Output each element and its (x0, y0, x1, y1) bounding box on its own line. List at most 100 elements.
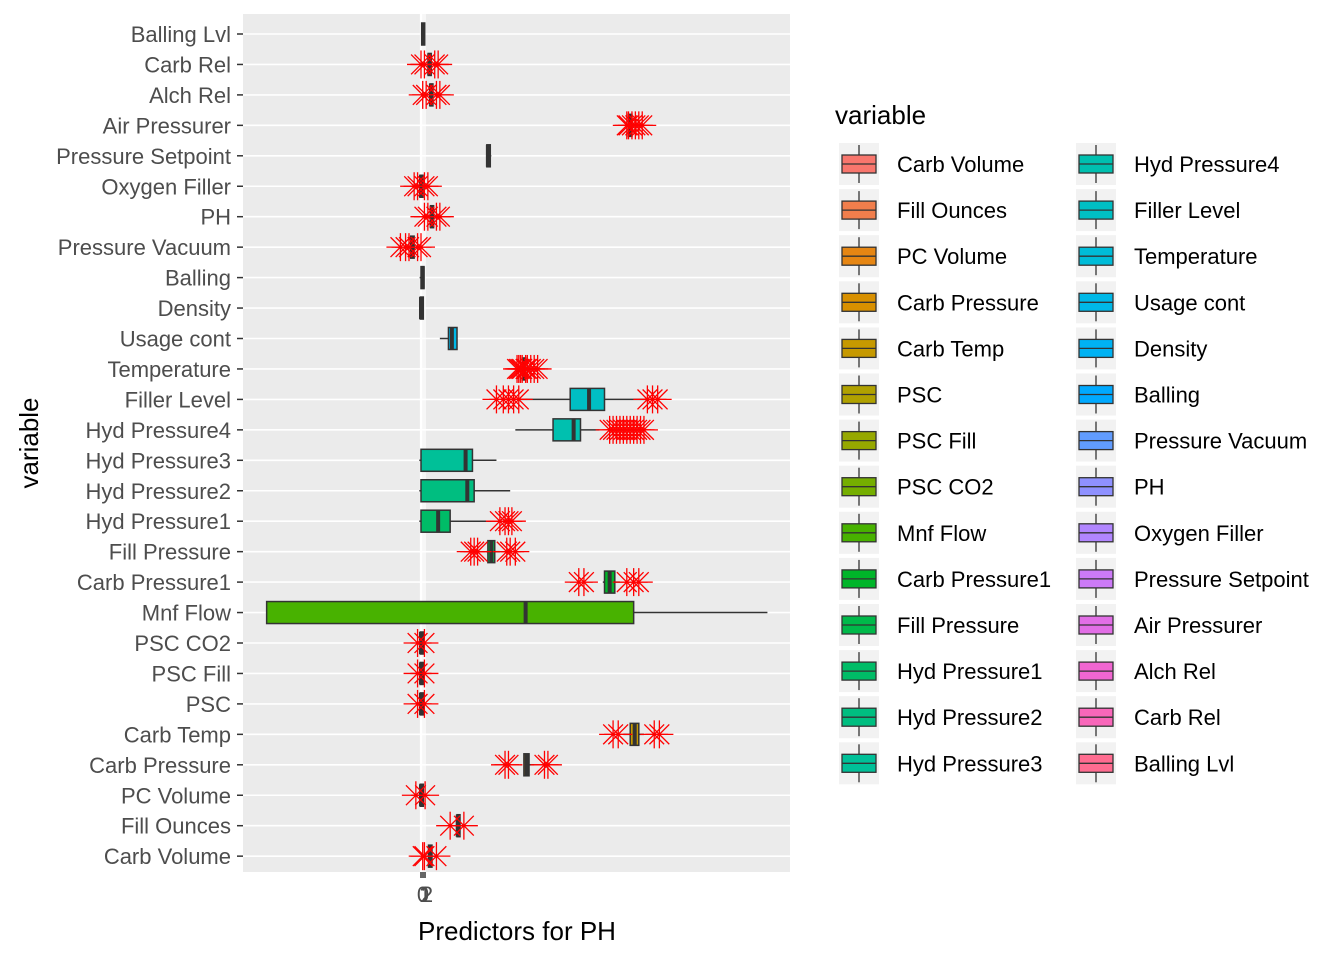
outlier-point (425, 80, 454, 109)
legend-item: Fill Pressure (839, 604, 1019, 646)
outlier-stroke (647, 389, 669, 410)
outlier-point (624, 568, 653, 597)
outlier-point (422, 842, 451, 871)
outlier-stroke (631, 114, 653, 136)
box-carb-temp (599, 720, 674, 749)
y-tick-label: PSC CO2 (134, 631, 231, 656)
plot-panel (243, 14, 790, 872)
outlier-point (425, 202, 454, 231)
legend-label: Hyd Pressure4 (1134, 152, 1280, 177)
outlier-point (523, 354, 552, 383)
legend-item: Alch Rel (1076, 650, 1216, 693)
y-tick-label: Hyd Pressure3 (85, 448, 231, 473)
outlier-point (504, 385, 533, 414)
outlier-stroke (607, 723, 629, 745)
x-tick-label: 1 (419, 882, 431, 907)
outlier-point (643, 385, 672, 414)
box-mnf-flow (265, 600, 768, 625)
outlier-point (604, 720, 633, 749)
outlier-stroke (508, 389, 530, 410)
legend-label: Temperature (1134, 244, 1258, 269)
legend-label: PC Volume (897, 244, 1007, 269)
legend-item: Density (1076, 327, 1207, 370)
legend-label: PSC (897, 383, 942, 408)
legend-label: Air Pressurer (1134, 613, 1262, 638)
outlier-stroke (414, 663, 435, 684)
outlier-point (407, 233, 435, 262)
legend-label: Mnf Flow (897, 521, 986, 546)
legend-item: Hyd Pressure1 (839, 650, 1043, 693)
legend-label: Pressure Vacuum (1134, 429, 1307, 454)
outlier-point (569, 568, 598, 597)
legend-item: Balling (1076, 373, 1200, 416)
outlier-point (494, 750, 523, 779)
box-fill-pressure (456, 537, 530, 566)
legend-item: Mnf Flow (839, 511, 986, 554)
box-iqr (420, 479, 475, 503)
x-axis-ticks: 012 (417, 872, 433, 907)
y-tick-label: PSC Fill (152, 661, 231, 686)
y-tick-label: Usage cont (120, 327, 231, 352)
y-tick-label: Hyd Pressure4 (85, 418, 231, 443)
box-hyd-pressure3 (419, 448, 497, 473)
legend-label: Hyd Pressure1 (897, 659, 1043, 684)
y-tick-label: Pressure Setpoint (56, 144, 231, 169)
legend-label: Fill Pressure (897, 613, 1019, 638)
outlier-point (411, 781, 440, 810)
x-tick-label: 2 (421, 882, 433, 907)
legend-label: Carb Rel (1134, 705, 1221, 730)
y-tick-label: Balling Lvl (131, 22, 231, 47)
outlier-point (628, 111, 657, 140)
legend-item: Oxygen Filler (1076, 511, 1264, 554)
y-tick-label: PSC (186, 692, 231, 717)
outlier-stroke (467, 541, 488, 563)
legend-item: Carb Rel (1076, 696, 1221, 739)
legend-item: PSC CO2 (839, 465, 994, 508)
y-tick-label: PH (200, 205, 231, 230)
y-tick-label: Pressure Vacuum (58, 235, 231, 260)
outlier-point (413, 172, 442, 201)
outlier-stroke (537, 754, 559, 776)
outlier-stroke (504, 541, 526, 563)
legend-label: Fill Ounces (897, 198, 1007, 223)
box-alch-rel (408, 80, 454, 109)
outlier-point (645, 720, 674, 749)
box-psc-fill (403, 659, 439, 688)
box-psc-co2 (403, 629, 439, 657)
outlier-stroke (429, 84, 451, 106)
y-tick-label: Carb Pressure1 (77, 570, 231, 595)
legend-label: Carb Pressure1 (897, 567, 1051, 592)
legend-item: Carb Temp (839, 327, 1004, 370)
legend-item: Hyd Pressure3 (839, 742, 1043, 785)
box-density (419, 296, 425, 320)
legend-item: Carb Volume (839, 143, 1024, 185)
outlier-stroke (427, 54, 449, 75)
y-axis-ticks: Carb Volume Fill Ounces PC Volume Carb Pres… (56, 22, 243, 869)
box-carb-rel (407, 50, 453, 79)
outlier-stroke (527, 358, 548, 380)
outlier-stroke (573, 571, 595, 593)
outlier-stroke (417, 175, 439, 197)
outlier-stroke (649, 723, 670, 745)
legend-item: PSC Fill (839, 419, 976, 462)
outlier-point (629, 415, 658, 444)
y-tick-label: Carb Rel (144, 52, 231, 77)
y-tick-label: Carb Pressure (89, 753, 231, 778)
box-carb-pressure (491, 750, 562, 779)
box-pc-volume (401, 781, 440, 810)
y-tick-label: Balling (165, 266, 231, 291)
outlier-stroke (429, 206, 451, 228)
outlier-point (497, 507, 526, 536)
outlier-point (533, 750, 562, 779)
box-hyd-pressure4 (515, 415, 658, 444)
legend-label: Balling Lvl (1134, 751, 1234, 776)
box-hyd-pressure2 (419, 479, 511, 503)
outlier-point (424, 50, 453, 79)
box-carb-pressure1 (564, 568, 653, 597)
legend-item: PC Volume (839, 235, 1007, 278)
gridlines (243, 14, 790, 872)
box-iqr (420, 448, 474, 473)
outlier-point (410, 689, 439, 718)
legend-label: PH (1134, 475, 1165, 500)
